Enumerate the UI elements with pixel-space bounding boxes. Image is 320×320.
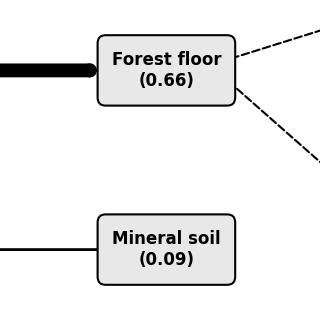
- Text: Mineral soil
(0.09): Mineral soil (0.09): [112, 230, 221, 269]
- FancyBboxPatch shape: [98, 35, 235, 106]
- Text: Forest floor
(0.66): Forest floor (0.66): [112, 51, 221, 90]
- FancyBboxPatch shape: [98, 214, 235, 285]
